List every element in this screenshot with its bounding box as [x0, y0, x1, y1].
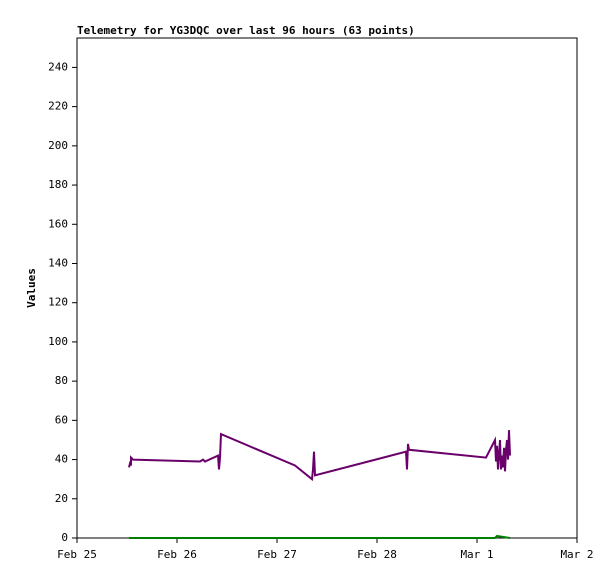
x-tick-label: Feb 28: [357, 548, 397, 561]
y-tick-label: 180: [48, 178, 68, 191]
y-tick-label: 200: [48, 139, 68, 152]
y-tick-label: 100: [48, 335, 68, 348]
y-tick-label: 0: [61, 531, 68, 544]
x-tick-label: Feb 27: [257, 548, 297, 561]
y-tick-label: 40: [55, 453, 68, 466]
y-axis-label: Values: [25, 268, 38, 308]
y-tick-label: 140: [48, 256, 68, 269]
y-tick-label: 80: [55, 374, 68, 387]
y-tick-label: 220: [48, 100, 68, 113]
y-tick-label: 160: [48, 217, 68, 230]
x-tick-label: Mar 2: [560, 548, 593, 561]
series-line: [129, 534, 511, 539]
x-tick-label: Feb 25: [57, 548, 97, 561]
y-tick-label: 20: [55, 492, 68, 505]
y-tick-label: 120: [48, 296, 68, 309]
x-tick-label: Feb 26: [157, 548, 197, 561]
series-line: [128, 430, 511, 482]
y-tick-label: 60: [55, 413, 68, 426]
x-tick-label: Mar 1: [460, 548, 493, 561]
chart-title: Telemetry for YG3DQC over last 96 hours …: [77, 24, 415, 37]
y-tick-label: 240: [48, 60, 68, 73]
